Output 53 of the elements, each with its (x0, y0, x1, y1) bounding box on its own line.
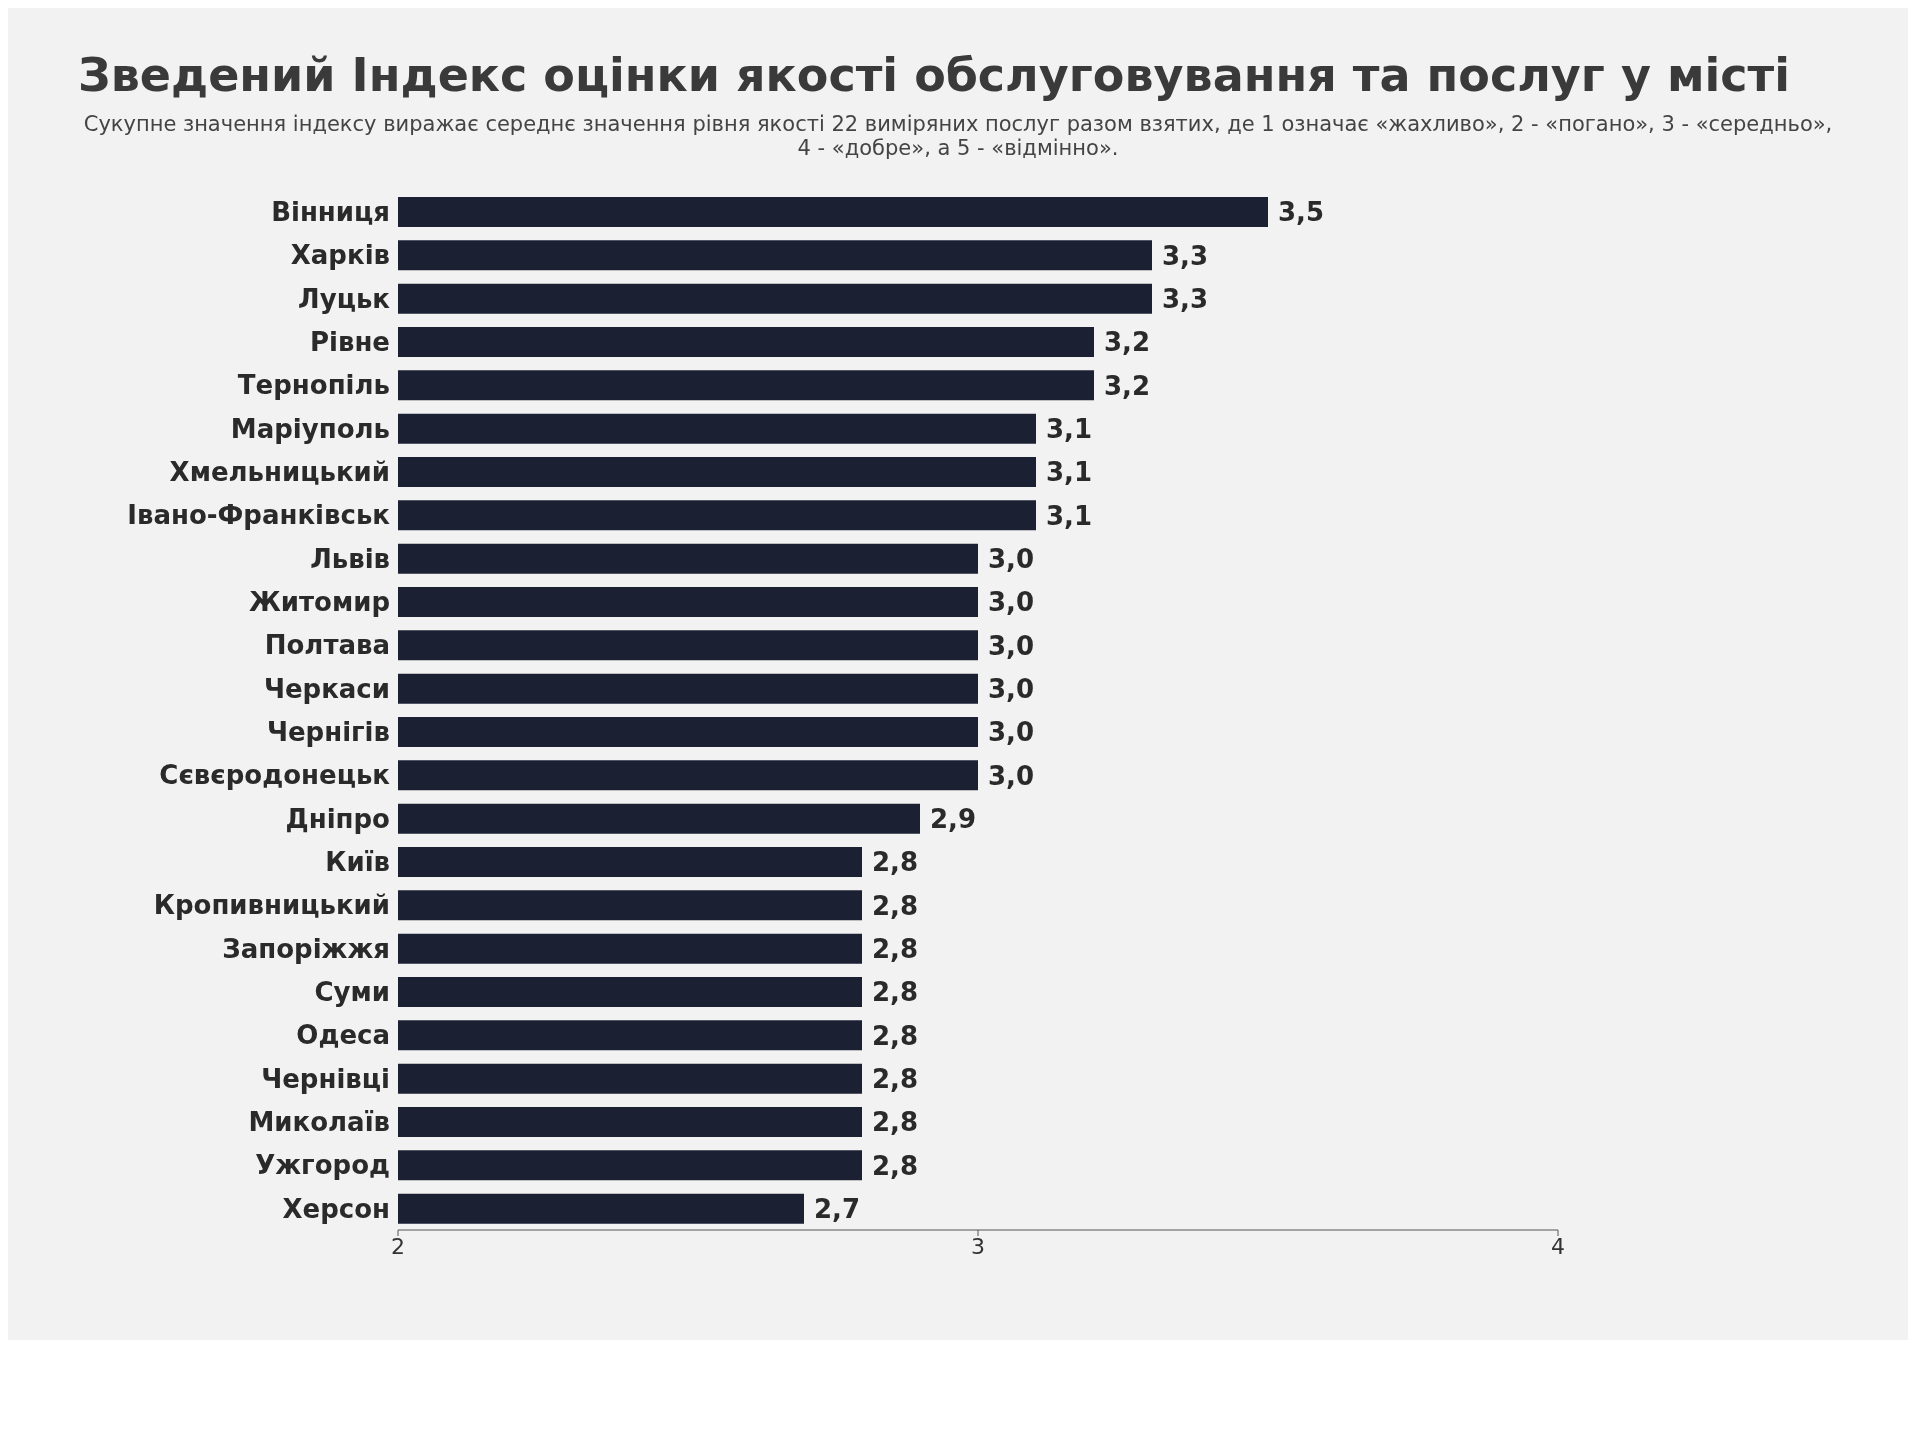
y-tick-label: Чернівці (261, 1063, 390, 1094)
y-tick-label: Херсон (282, 1193, 390, 1224)
data-label: 3,0 (988, 673, 1035, 704)
data-label: 2,8 (872, 1150, 919, 1181)
data-label: 3,0 (988, 587, 1035, 618)
y-tick-label: Суми (314, 976, 390, 1007)
data-label: 2,8 (872, 977, 919, 1008)
x-tick-label: 2 (391, 1233, 405, 1259)
data-label: 3,2 (1104, 370, 1151, 401)
data-label: 3,5 (1278, 197, 1325, 228)
y-tick-label: Київ (325, 846, 390, 877)
data-label: 3,0 (988, 760, 1035, 791)
data-label: 3,1 (1046, 500, 1093, 531)
y-tick-label: Рівне (309, 326, 390, 357)
y-tick-label: Маріуполь (230, 413, 390, 444)
data-label: 3,3 (1162, 240, 1209, 271)
y-tick-label: Львів (310, 543, 390, 574)
data-label: 3,0 (988, 717, 1035, 748)
y-tick-label: Хмельницький (169, 456, 390, 487)
data-label: 3,1 (1046, 413, 1093, 444)
y-tick-label: Дніпро (285, 803, 390, 834)
data-label: 2,8 (872, 933, 919, 964)
data-label: 2,8 (872, 847, 919, 878)
x-tick-label: 3 (971, 1233, 985, 1259)
x-tick-label: 4 (1551, 1233, 1565, 1259)
y-tick-label: Сєвєродонецьк (159, 760, 391, 791)
y-tick-label: Ужгород (255, 1150, 390, 1181)
data-label: 3,0 (988, 630, 1035, 661)
data-label: 3,0 (988, 543, 1035, 574)
data-label: 3,2 (1104, 327, 1151, 358)
data-label: 2,8 (872, 1063, 919, 1094)
y-tick-label: Полтава (264, 630, 390, 661)
data-label: 2,8 (872, 890, 919, 921)
data-label: 2,8 (872, 1107, 919, 1138)
y-tick-label: Запоріжжя (222, 933, 390, 964)
y-tick-label: Миколаїв (248, 1106, 390, 1137)
y-tick-label: Тернопіль (237, 370, 390, 401)
y-tick-label: Вінниця (271, 196, 390, 227)
y-tick-label: Івано-Франківськ (127, 500, 391, 531)
y-tick-label: Луцьк (298, 283, 391, 314)
chart-subtitle: Сукупне значення індексу виражає середнє значення рівня якості 22 виміряних послуг разом взятих, де 1 означає «жахливо», 2 - «погано», 3 - «середньо», 4 - «добре», а 5 - «відмінно». (82, 112, 1834, 160)
data-label: 3,1 (1046, 457, 1093, 488)
data-label: 2,7 (814, 1193, 861, 1224)
y-tick-label: Житомир (248, 586, 390, 617)
y-tick-label: Чернігів (266, 716, 390, 747)
data-label: 2,9 (930, 803, 977, 834)
data-label: 2,8 (872, 1020, 919, 1051)
data-label: 3,3 (1162, 283, 1209, 314)
y-tick-label: Кропивницький (153, 890, 390, 921)
y-tick-label: Одеса (296, 1020, 390, 1051)
chart-title: Зведений Індекс оцінки якості обслуговування та послуг у місті (78, 48, 1791, 102)
y-tick-label: Черкаси (263, 673, 390, 704)
y-tick-label: Харків (290, 240, 390, 271)
